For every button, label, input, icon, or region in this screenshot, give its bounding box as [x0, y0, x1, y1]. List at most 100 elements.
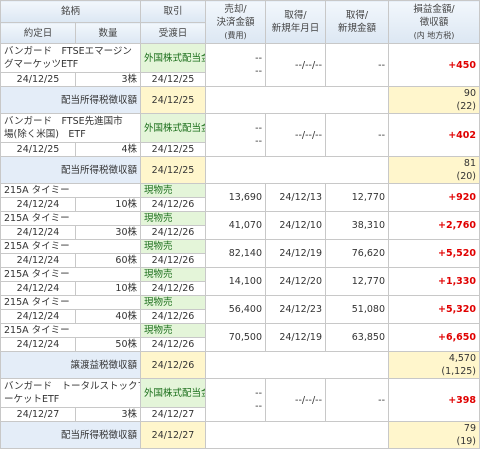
acq-date: --/--/-- — [265, 378, 327, 422]
sell-amount-line: -- — [255, 66, 263, 77]
stock-name: 215A タイミー — [0, 295, 142, 310]
tax-amount: 81 (20) — [388, 156, 480, 184]
trade-type: 現物売 — [140, 267, 207, 282]
stock-name-line: 215A タイミー — [4, 269, 70, 280]
trade-type: 現物売 — [140, 323, 207, 338]
sell-amount: -- -- — [205, 378, 267, 422]
stock-name-line: バンガード FTSEエマージン — [4, 46, 132, 57]
trade-type: 現物売 — [140, 239, 207, 254]
sell-amount-line: -- — [255, 388, 263, 399]
profit: +6,650 — [388, 323, 480, 352]
acq-amount: -- — [325, 378, 390, 422]
sell-amount-line: 13,690 — [228, 192, 263, 203]
tax-label: 譲渡益税徴収額 — [0, 351, 142, 379]
settle-date: 24/12/26 — [140, 197, 207, 212]
trade-date: 24/12/27 — [0, 407, 76, 422]
tax-row: 配当所得税徴収額 24/12/25 81 (20) — [0, 156, 480, 184]
quantity: 50株 — [74, 337, 142, 352]
stock-name: 215A タイミー — [0, 239, 142, 254]
tax-amount-value: 90 — [463, 88, 477, 99]
trade-row: 215A タイミー 現物売 41,070 24/12/10 38,310 +2,760 — [0, 211, 480, 240]
header-profit: 損益金額/徴収額 (内 地方税) — [388, 0, 480, 44]
profit: +5,320 — [388, 295, 480, 324]
tax-row: 配当所得税徴収額 24/12/27 79 (19) — [0, 421, 480, 449]
header-text: (内 地方税) — [413, 30, 455, 40]
trade-date: 24/12/25 — [0, 142, 76, 157]
profit: +920 — [388, 183, 480, 212]
header-text: 売却/ — [224, 3, 247, 15]
sell-amount-line: 41,070 — [228, 220, 263, 231]
sell-amount-line: 82,140 — [228, 248, 263, 259]
acq-amount: 38,310 — [325, 211, 390, 240]
quantity: 30株 — [74, 225, 142, 240]
trade-date: 24/12/24 — [0, 309, 76, 324]
stock-name-line: ーケットETF — [4, 394, 60, 405]
settle-date: 24/12/26 — [140, 225, 207, 240]
trade-date: 24/12/24 — [0, 197, 76, 212]
tax-amount-value: 4,570 — [448, 353, 477, 364]
trade-row-sub: 24/12/24 60株 24/12/26 — [0, 253, 480, 268]
tax-amount-value: 81 — [463, 158, 477, 169]
sell-amount-line: -- — [255, 136, 263, 147]
tax-local-value: (1,125) — [441, 366, 477, 377]
trade-row: 215A タイミー 現物売 56,400 24/12/23 51,080 +5,320 — [0, 295, 480, 324]
trade-date: 24/12/25 — [0, 72, 76, 87]
settle-date: 24/12/27 — [140, 421, 207, 449]
header-text: (費用) — [224, 30, 247, 40]
stock-name-line: 215A タイミー — [4, 241, 70, 252]
acq-amount: 76,620 — [325, 239, 390, 268]
header-text: 決済金額 — [216, 16, 255, 28]
acq-amount: 51,080 — [325, 295, 390, 324]
acq-date: --/--/-- — [265, 113, 327, 157]
sell-amount-line: -- — [255, 123, 263, 134]
acq-date: 24/12/20 — [265, 267, 327, 296]
stock-name: バンガード FTSEエマージン グマーケッツETF — [0, 43, 142, 73]
trade-row: 215A タイミー 現物売 13,690 24/12/13 12,770 +920 — [0, 183, 480, 212]
acq-amount: -- — [325, 113, 390, 157]
settle-date: 24/12/27 — [140, 407, 207, 422]
trade-date: 24/12/24 — [0, 337, 76, 352]
profit: +2,760 — [388, 211, 480, 240]
quantity: 10株 — [74, 281, 142, 296]
acq-date: 24/12/19 — [265, 239, 327, 268]
trade-type: 外国株式配当金 — [140, 43, 207, 73]
settle-date: 24/12/26 — [140, 337, 207, 352]
sell-amount: 56,400 — [205, 295, 267, 324]
acq-amount: 12,770 — [325, 183, 390, 212]
empty-cell — [205, 156, 390, 184]
quantity: 40株 — [74, 309, 142, 324]
sell-amount: 41,070 — [205, 211, 267, 240]
tax-local-value: (22) — [456, 101, 477, 112]
sell-amount: -- -- — [205, 43, 267, 87]
sell-amount: 70,500 — [205, 323, 267, 352]
trade-type: 現物売 — [140, 183, 207, 198]
tax-local-value: (20) — [456, 171, 477, 182]
sell-amount: 14,100 — [205, 267, 267, 296]
header-acq-date: 取得/新規年月日 — [265, 0, 327, 44]
trade-row-sub: 24/12/24 40株 24/12/26 — [0, 309, 480, 324]
header-text: 取得/ — [345, 10, 369, 21]
tax-amount-value: 79 — [463, 423, 477, 434]
header-text: 徴収額 — [419, 16, 449, 28]
trade-date: 24/12/24 — [0, 281, 76, 296]
stock-name-line: バンガード トータルストックマ — [4, 381, 141, 392]
header-settle-date: 受渡日 — [140, 22, 207, 44]
settle-date: 24/12/26 — [140, 309, 207, 324]
quantity: 4株 — [74, 142, 142, 157]
sell-amount: -- -- — [205, 113, 267, 157]
acq-date: 24/12/23 — [265, 295, 327, 324]
acq-amount: 12,770 — [325, 267, 390, 296]
tax-local-value: (19) — [456, 436, 477, 447]
trade-row: 215A タイミー 現物売 82,140 24/12/19 76,620 +5,520 — [0, 239, 480, 268]
quantity: 10株 — [74, 197, 142, 212]
settle-date: 24/12/25 — [140, 86, 207, 114]
stock-name: 215A タイミー — [0, 211, 142, 226]
sell-amount-line: 70,500 — [228, 332, 263, 343]
tax-amount: 4,570 (1,125) — [388, 351, 480, 379]
header-trade: 取引 — [140, 0, 207, 23]
tax-row: 配当所得税徴収額 24/12/25 90 (22) — [0, 86, 480, 114]
trade-row: バンガード トータルストックマ ーケットETF 外国株式配当金 -- -- --/--/-… — [0, 378, 480, 422]
acq-date: 24/12/10 — [265, 211, 327, 240]
acq-date: 24/12/13 — [265, 183, 327, 212]
